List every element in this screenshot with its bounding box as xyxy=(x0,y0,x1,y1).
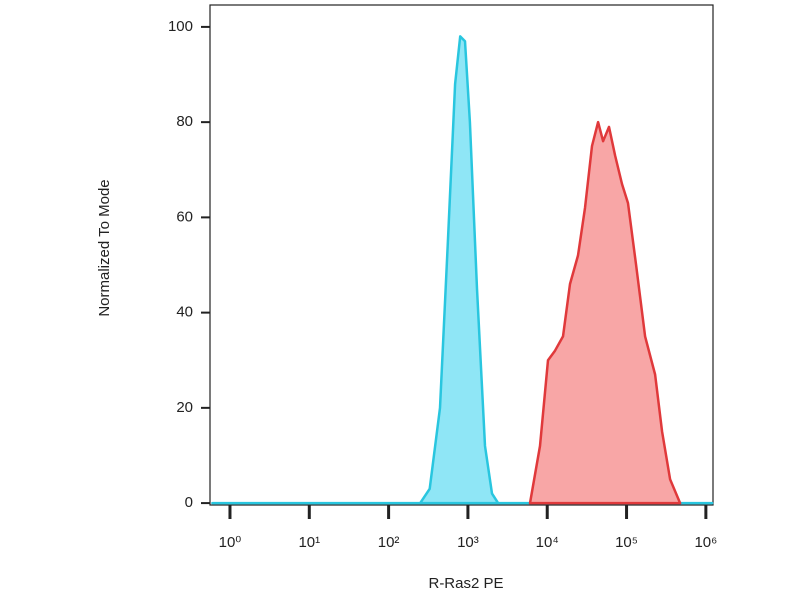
x-tick-label: 10⁴ xyxy=(536,534,559,551)
x-tick-label: 10² xyxy=(378,534,400,551)
x-tick-label: 10⁶ xyxy=(694,534,717,551)
histogram-area xyxy=(211,35,714,505)
plot-frame xyxy=(209,4,714,506)
y-tick-label: 20 xyxy=(176,399,193,416)
y-axis-label: Normalized To Mode xyxy=(96,179,113,316)
y-tick-label: 60 xyxy=(176,208,193,225)
y-tick-label: 80 xyxy=(176,113,193,130)
x-tick-label: 10¹ xyxy=(298,534,320,551)
y-tick-label: 100 xyxy=(168,18,193,35)
x-axis-label: R-Ras2 PE xyxy=(428,575,503,592)
x-tick-label: 10⁵ xyxy=(615,534,638,551)
y-tick-label: 40 xyxy=(176,304,193,321)
x-tick-label: 10³ xyxy=(457,534,479,551)
histogram-area xyxy=(528,120,682,505)
y-tick-label: 0 xyxy=(185,494,193,511)
x-tick-label: 10⁰ xyxy=(219,534,242,551)
